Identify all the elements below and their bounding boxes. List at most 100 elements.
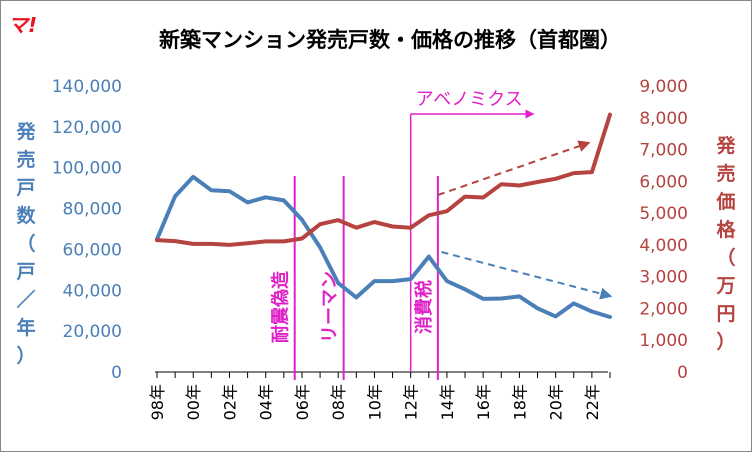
price-data-point — [591, 171, 593, 173]
price-data-point — [500, 183, 502, 185]
units-data-point — [174, 195, 176, 197]
right-axis-tick-label: 8,000 — [639, 109, 688, 129]
units-data-point — [301, 219, 303, 221]
x-axis-tick-label: 14年 — [438, 384, 457, 420]
units-data-point — [464, 288, 466, 290]
price-data-point — [373, 221, 376, 223]
units-data-point — [446, 280, 448, 282]
left-axis-label-char: （ — [16, 232, 35, 255]
price-data-point — [174, 240, 176, 242]
price-data-point — [265, 240, 267, 242]
price-data-point — [337, 219, 339, 221]
right-axis-label-char: 円 — [716, 303, 735, 325]
units-data-point — [265, 196, 267, 198]
abenomics-label: アベノミクス — [416, 89, 523, 110]
units-data-point — [536, 307, 539, 309]
x-axis-tick-label: 18年 — [510, 384, 529, 420]
event-label: リーマン — [320, 271, 341, 343]
right-axis-tick-label: 7,000 — [639, 141, 688, 161]
right-axis-tick-label: 9,000 — [639, 77, 688, 97]
price-data-point — [482, 196, 484, 199]
chart-title: 新築マンション発売戸数・価格の推移（首都圏） — [159, 28, 621, 52]
units-data-point — [373, 280, 376, 282]
x-axis-tick-label: 22年 — [583, 384, 602, 420]
price-data-point — [228, 244, 231, 246]
units-data-point — [319, 246, 321, 248]
x-axis-tick-label: 12年 — [402, 384, 421, 420]
x-axis-tick-label: 16年 — [474, 384, 493, 420]
units-data-point — [555, 315, 557, 318]
left-axis-label-char: ） — [16, 344, 35, 367]
price-data-point — [609, 114, 611, 116]
units-data-point — [482, 298, 484, 300]
price-data-point — [536, 181, 539, 183]
right-axis-label-char: 発 — [715, 134, 736, 157]
units-data-point — [210, 189, 212, 191]
x-axis-tick-label: 20年 — [547, 384, 566, 420]
x-axis-tick-label: 02年 — [220, 384, 239, 420]
right-axis-tick-label: 2,000 — [639, 299, 688, 319]
event-label: 耐震偽造 — [270, 271, 292, 343]
left-axis-label-char: 年 — [16, 316, 35, 339]
price-data-point — [301, 237, 303, 240]
units-data-point — [609, 316, 611, 318]
units-data-point — [410, 278, 412, 280]
left-axis-tick-label: 140,000 — [52, 77, 122, 97]
price-data-point — [192, 243, 194, 245]
left-axis-label-char: 発 — [15, 120, 36, 143]
left-axis-tick-label: 40,000 — [63, 281, 122, 301]
right-axis-label-char: 売 — [716, 162, 735, 185]
left-axis-tick-label: 60,000 — [63, 240, 122, 260]
left-axis-tick-label: 120,000 — [52, 118, 122, 138]
price-data-point — [446, 210, 448, 212]
price-data-point — [428, 214, 430, 216]
price-trend-arrow — [437, 140, 591, 196]
units-data-point — [228, 190, 231, 192]
x-axis-tick-label: 08年 — [329, 384, 348, 420]
units-data-point — [591, 310, 593, 313]
units-data-point — [500, 297, 502, 300]
left-axis-label-char: 売 — [16, 148, 35, 171]
units-data-point — [573, 302, 575, 304]
x-axis-tick-label: 06年 — [293, 384, 312, 420]
left-axis-label-char: 戸 — [16, 261, 35, 283]
right-axis-label-char: 万 — [715, 275, 735, 297]
logo-mark: マ! — [8, 13, 37, 37]
left-axis-tick-label: 80,000 — [63, 200, 122, 220]
x-axis-tick-label: 98年 — [148, 384, 167, 420]
price-series-line — [155, 112, 612, 247]
right-axis-label-char: ） — [716, 330, 735, 353]
units-data-point — [355, 296, 357, 299]
units-trend-arrow — [441, 251, 613, 300]
left-axis-label-char: 数 — [16, 204, 36, 227]
units-data-point — [428, 255, 430, 258]
price-data-point — [210, 243, 212, 245]
right-axis-tick-label: 5,000 — [639, 204, 688, 224]
price-data-point — [573, 172, 575, 174]
price-data-point — [283, 240, 285, 242]
price-data-point — [319, 223, 321, 225]
price-data-point — [555, 178, 557, 180]
right-axis-label-char: 格 — [716, 218, 736, 241]
event-label: 消費税 — [413, 280, 435, 334]
left-axis-tick-label: 100,000 — [52, 159, 122, 179]
units-series-line — [155, 174, 612, 319]
x-axis-tick-label: 00年 — [184, 384, 203, 420]
price-data-point — [518, 184, 521, 187]
left-axis-tick-label: 20,000 — [63, 322, 122, 342]
price-data-point — [391, 225, 394, 228]
left-axis-label-char: ／ — [16, 288, 35, 311]
price-data-point — [247, 242, 249, 244]
left-axis-tick-label: 0 — [111, 363, 122, 383]
units-data-point — [337, 282, 339, 284]
units-data-point — [192, 176, 194, 178]
right-axis-label-char: 価 — [715, 191, 735, 213]
right-axis-tick-label: 0 — [677, 363, 688, 383]
left-axis-label-char: 戸 — [16, 177, 35, 199]
units-data-point — [247, 201, 249, 204]
x-axis-tick-label: 04年 — [257, 384, 276, 420]
units-data-point — [283, 199, 285, 201]
